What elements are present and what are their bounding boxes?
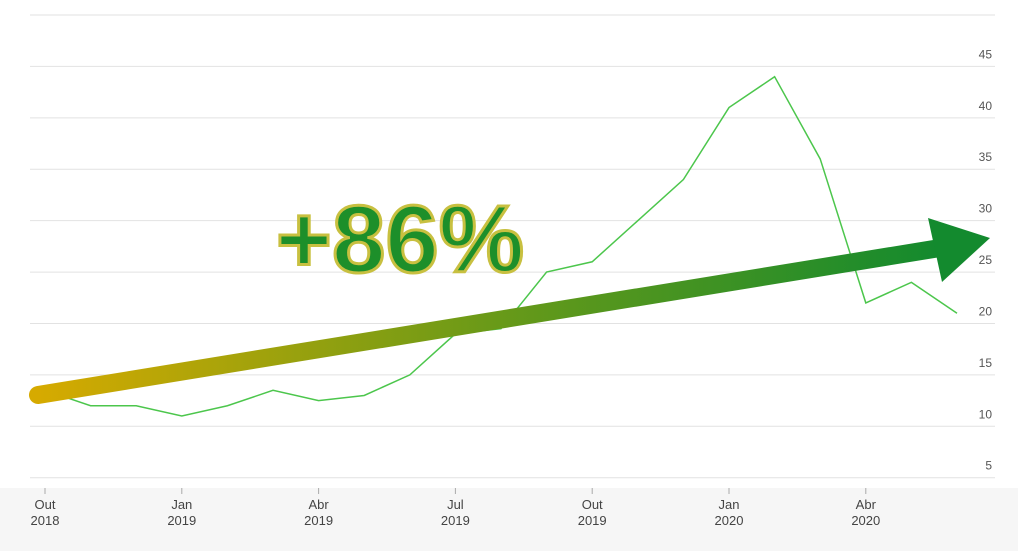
y-tick-label: 20: [979, 304, 993, 318]
x-tick-label: Abr 2019: [304, 497, 334, 528]
x-tick-label: Jan 2020: [714, 497, 744, 528]
y-tick-label: 45: [979, 47, 993, 61]
x-tick-label: Jul 2019: [440, 497, 470, 528]
y-tick-label: 40: [979, 99, 993, 113]
y-tick-label: 15: [979, 356, 993, 370]
y-tick-label: 10: [979, 407, 993, 421]
x-tick-label: Out 2018: [30, 497, 60, 528]
annotation: +86%: [276, 186, 524, 293]
x-tick-label: Jan 2019: [167, 497, 197, 528]
trend-arrow: [29, 218, 990, 404]
x-tick-label: Out 2019: [577, 497, 607, 528]
axis-band: [0, 488, 1018, 551]
y-tick-label: 35: [979, 150, 993, 164]
y-tick-label: 5: [985, 459, 992, 473]
x-tick-label: Abr 2020: [851, 497, 881, 528]
y-tick-label: 30: [979, 202, 993, 216]
y-tick-label: 25: [979, 253, 993, 267]
